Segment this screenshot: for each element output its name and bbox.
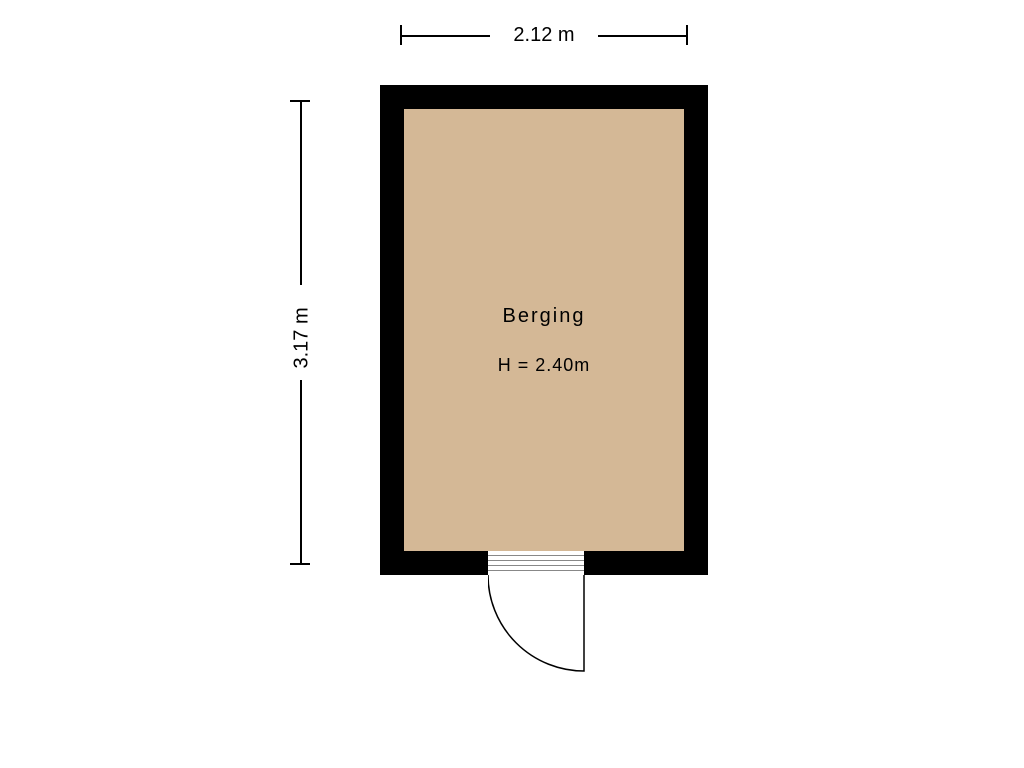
dim-tick-top-right — [686, 25, 688, 45]
door-swing-icon — [488, 575, 588, 675]
floorplan-container: 2.12 m 3.17 m Berging H = 2.40m — [0, 0, 1024, 768]
dim-tick-left-bottom — [290, 563, 310, 565]
dim-line-top-left — [400, 35, 490, 37]
door-threshold-2 — [488, 560, 584, 561]
dim-line-top-right — [598, 35, 688, 37]
dim-label-width: 2.12 m — [500, 24, 588, 47]
room-name-label: Berging — [494, 305, 594, 328]
dim-line-left-top — [300, 100, 302, 285]
door-threshold-4 — [488, 570, 584, 571]
door-threshold-1 — [488, 555, 584, 556]
dim-label-height: 3.17 m — [291, 299, 314, 369]
room-height-label: H = 2.40m — [489, 355, 599, 376]
dim-line-left-bottom — [300, 380, 302, 565]
dim-tick-top-left — [400, 25, 402, 45]
room-floor — [404, 109, 684, 551]
dim-tick-left-top — [290, 100, 310, 102]
door-threshold-3 — [488, 565, 584, 566]
